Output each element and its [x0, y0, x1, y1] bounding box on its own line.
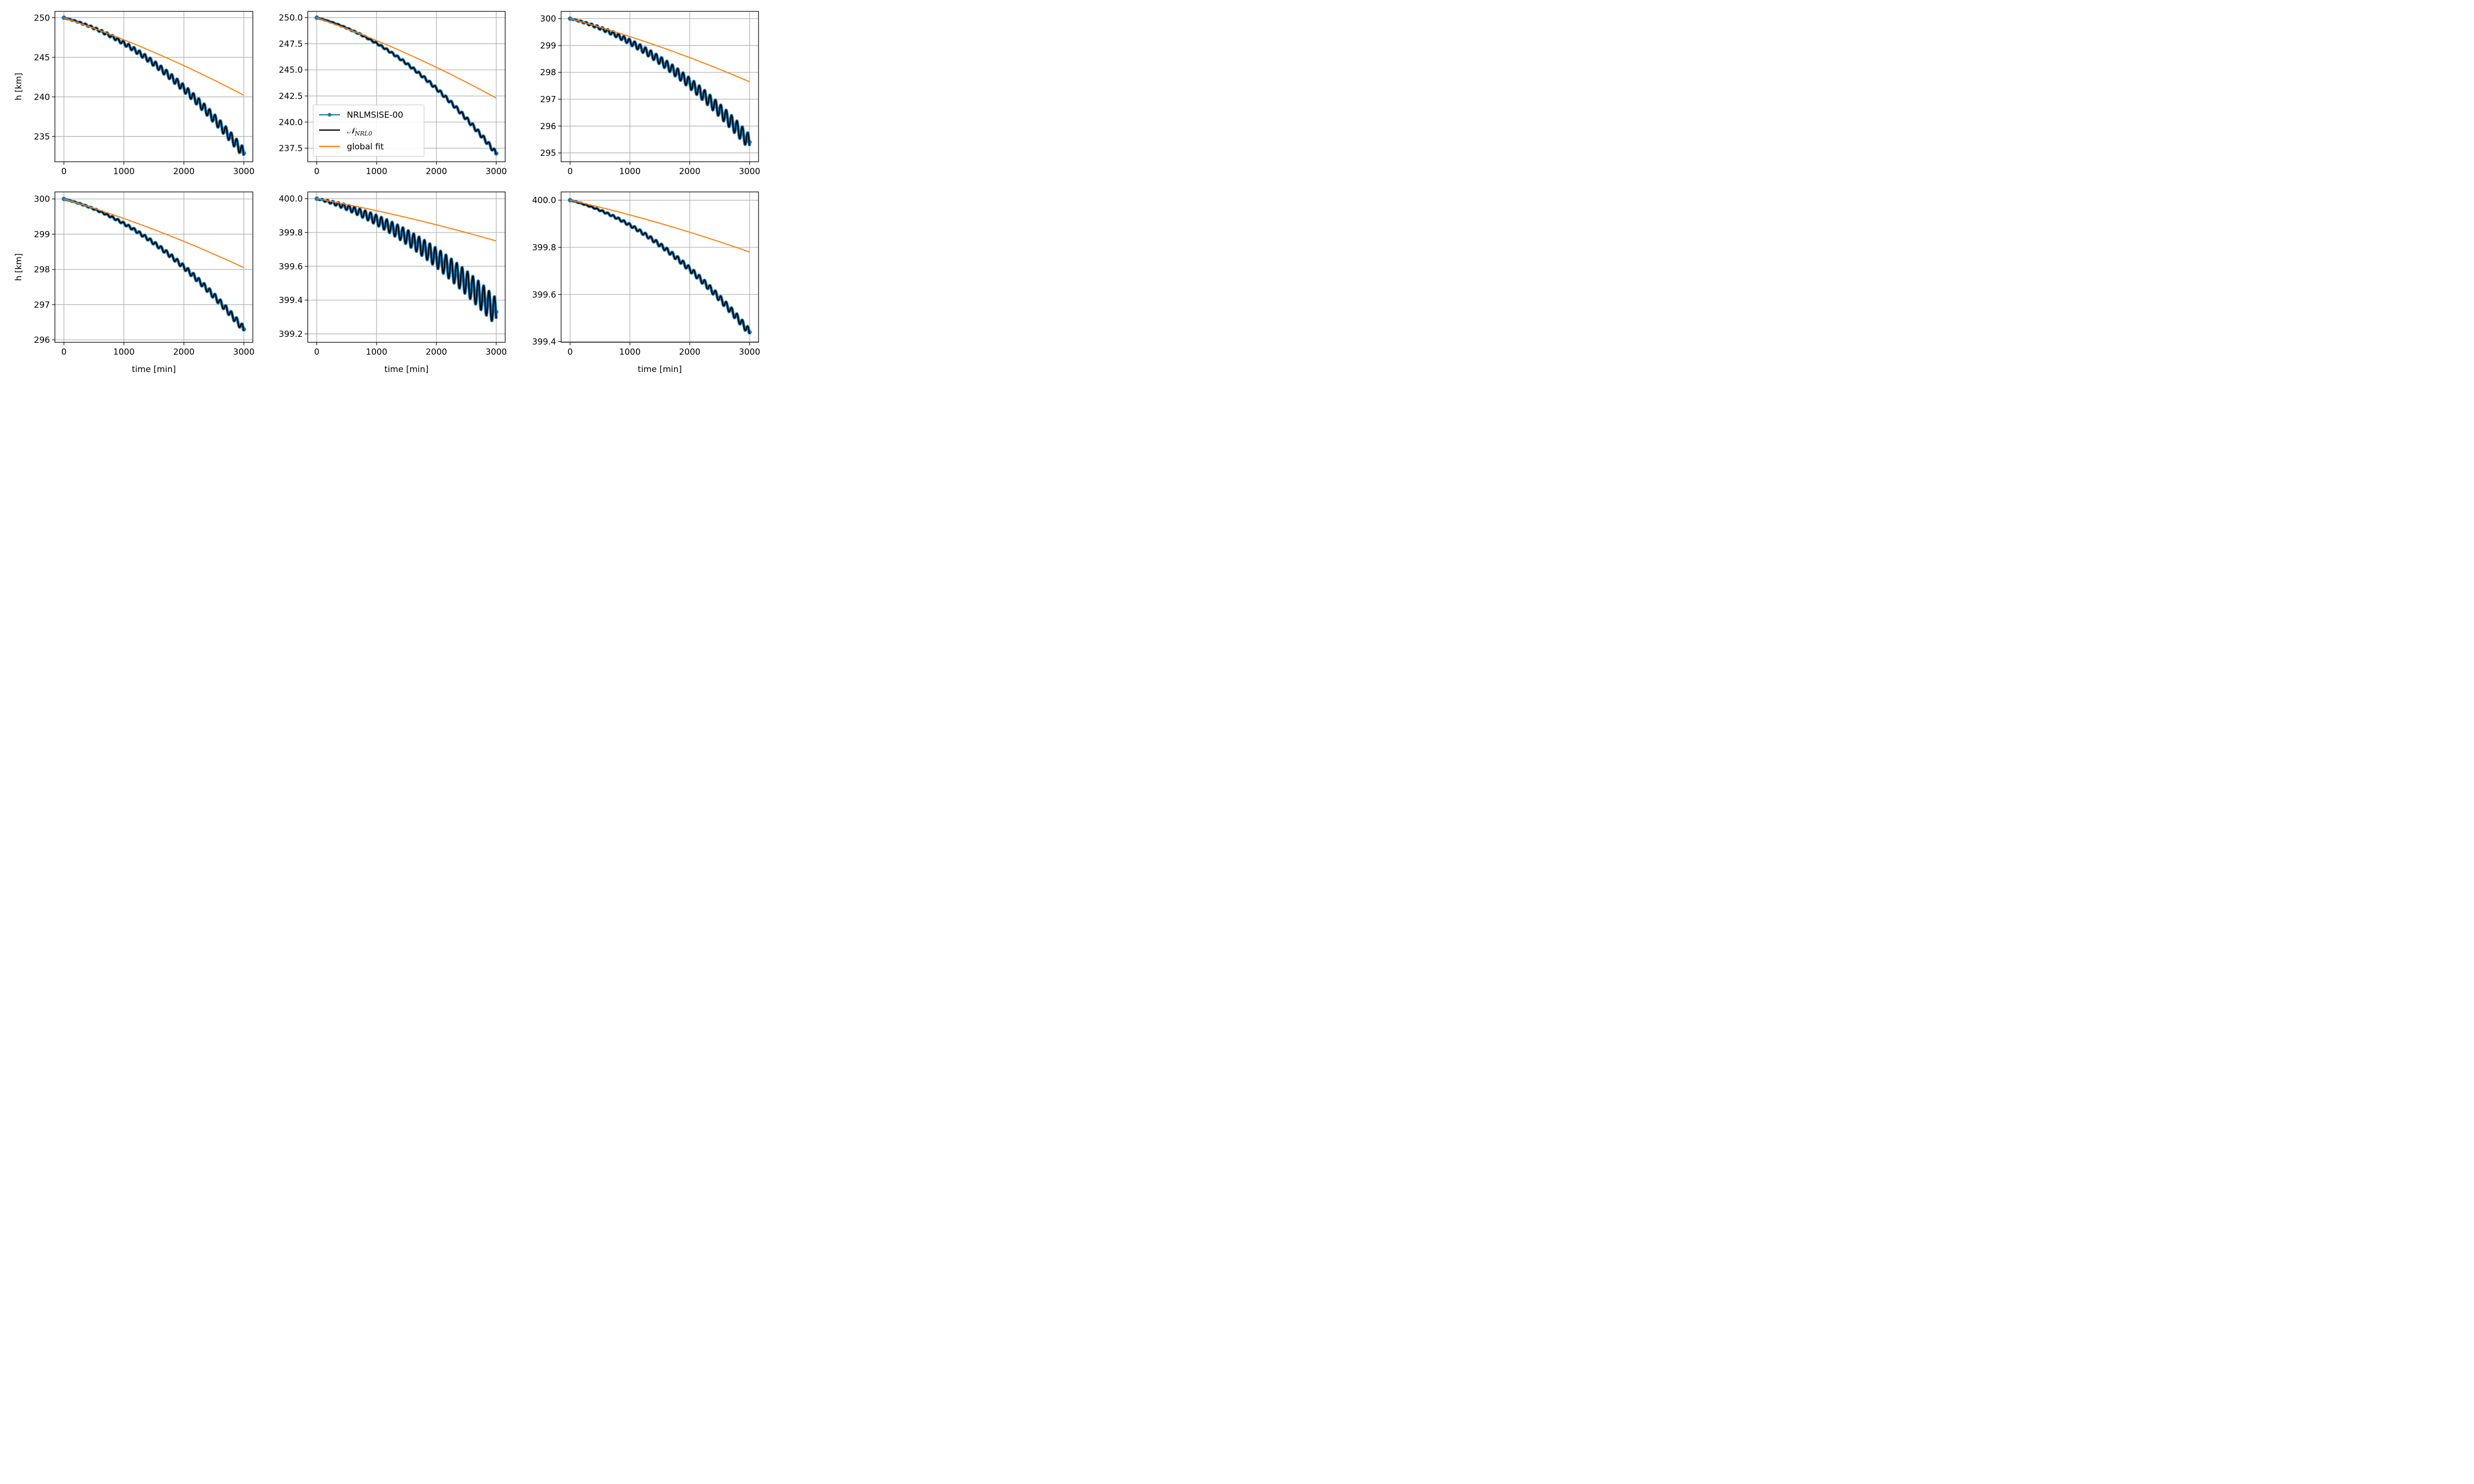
- y-tick-label: 399.6: [532, 290, 556, 300]
- axes-frame: [307, 191, 506, 343]
- series-global-fit: [570, 18, 750, 83]
- series-nrlmsise-00: [315, 197, 498, 323]
- legend-label-nrlmsise-00: NRLMSISE-00: [347, 110, 403, 120]
- x-tick-label: 1000: [619, 167, 640, 177]
- y-tick-label: 296: [540, 122, 556, 132]
- series-global-fit: [316, 17, 497, 99]
- series-n-nrl0: [570, 199, 751, 334]
- subplot-2: 0 1000 2000 3000 237.5 240.0 242.5 245.0 247.5 25…: [279, 11, 507, 177]
- x-tick-label: 1000: [366, 167, 387, 177]
- subplot-3: 0 1000 2000 3000 295 296 297 298 299 300: [540, 11, 760, 177]
- y-axis-label: h [km]: [14, 253, 24, 281]
- y-tick-label: 399.8: [279, 228, 303, 238]
- y-tick-label: 399.6: [279, 262, 303, 272]
- y-tick-label: 247.5: [279, 39, 303, 49]
- series-global-fit: [570, 199, 750, 253]
- x-tick-label: 1000: [619, 347, 640, 357]
- x-tick-label: 3000: [233, 347, 254, 357]
- y-tick-label: 250: [34, 13, 50, 23]
- y-tick-label: 298: [540, 68, 556, 78]
- x-tick-label: 2000: [679, 167, 700, 177]
- legend-label-global-fit: global fit: [347, 142, 384, 152]
- y-tick-label: 299: [540, 41, 556, 51]
- x-tick-label: 3000: [485, 167, 507, 177]
- y-tick-label: 299: [34, 230, 50, 239]
- x-tick-label: 2000: [426, 167, 447, 177]
- legend-marker: [328, 113, 332, 117]
- y-tick-label: 235: [34, 132, 50, 142]
- y-tick-label: 245: [34, 53, 50, 63]
- y-tick-label: 240.0: [279, 118, 303, 128]
- x-tick-label: 0: [61, 167, 67, 177]
- x-tick-label: 2000: [173, 167, 194, 177]
- y-tick-label: 300: [34, 194, 50, 204]
- y-tick-label: 399.4: [279, 296, 303, 306]
- y-tick-label: 245.0: [279, 65, 303, 75]
- series-n-nrl0: [570, 18, 751, 146]
- x-axis-label: time [min]: [132, 365, 176, 374]
- x-tick-label: 1000: [366, 347, 387, 357]
- x-tick-label: 0: [61, 347, 67, 357]
- y-tick-label: 400.0: [532, 196, 556, 206]
- axes-frame: [307, 11, 506, 162]
- subplot-1: 0 1000 2000 3000 235 240 245 250 h [km]: [14, 11, 254, 177]
- y-axis-label: h [km]: [14, 73, 24, 100]
- series-n-nrl0: [63, 198, 244, 331]
- x-tick-label: 1000: [113, 347, 135, 357]
- subplot-5: 0 1000 2000 3000 399.2 399.4 399.6 399.8 400.0 ti…: [279, 191, 507, 374]
- series-global-fit: [63, 198, 244, 269]
- series-global-fit: [63, 17, 244, 96]
- x-tick-label: 3000: [739, 167, 760, 177]
- y-tick-label: 250.0: [279, 13, 303, 23]
- y-tick-label: 298: [34, 265, 50, 275]
- y-tick-label: 400.0: [279, 194, 303, 204]
- x-tick-label: 0: [314, 167, 320, 177]
- series-n-nrl0: [63, 17, 245, 156]
- x-tick-label: 2000: [426, 347, 447, 357]
- y-tick-label: 399.4: [532, 337, 556, 347]
- legend-label-subscript: NRL0: [354, 130, 373, 137]
- legend-box: [313, 104, 425, 157]
- y-tick-label: 297: [34, 300, 50, 310]
- subplot-6: 0 1000 2000 3000 399.4 399.6 399.8 400.0 time [m…: [532, 191, 760, 374]
- y-tick-label: 242.5: [279, 92, 303, 101]
- x-tick-label: 0: [568, 167, 573, 177]
- y-tick-label: 296: [34, 335, 50, 345]
- x-tick-label: 0: [568, 347, 573, 357]
- axes-frame: [54, 191, 253, 343]
- y-tick-label: 297: [540, 95, 556, 105]
- subplot-4: 0 1000 2000 3000 296 297 298 299 300 h [km] time […: [14, 191, 254, 374]
- series-nrlmsise-00: [569, 17, 751, 146]
- axes-frame: [561, 11, 759, 162]
- y-tick-label: 300: [540, 14, 556, 24]
- axes-frame: [561, 191, 759, 343]
- series-nrlmsise-00: [569, 198, 751, 335]
- x-tick-label: 2000: [173, 347, 194, 357]
- y-tick-label: 399.8: [532, 243, 556, 253]
- series-n-nrl0: [316, 197, 497, 322]
- axes-frame: [54, 11, 253, 162]
- series-nrlmsise-00: [62, 197, 245, 332]
- x-tick-label: 3000: [739, 347, 760, 357]
- x-tick-label: 2000: [679, 347, 700, 357]
- x-tick-label: 3000: [485, 347, 507, 357]
- y-tick-label: 399.2: [279, 329, 303, 339]
- x-tick-label: 3000: [233, 167, 254, 177]
- y-tick-label: 295: [540, 148, 556, 158]
- x-axis-label: time [min]: [384, 365, 428, 374]
- y-tick-label: 237.5: [279, 144, 303, 154]
- series-nrlmsise-00: [62, 16, 245, 156]
- x-axis-label: time [min]: [638, 365, 682, 374]
- y-tick-label: 240: [34, 93, 50, 102]
- x-tick-label: 0: [314, 347, 320, 357]
- x-tick-label: 1000: [113, 167, 135, 177]
- series-global-fit: [316, 198, 497, 242]
